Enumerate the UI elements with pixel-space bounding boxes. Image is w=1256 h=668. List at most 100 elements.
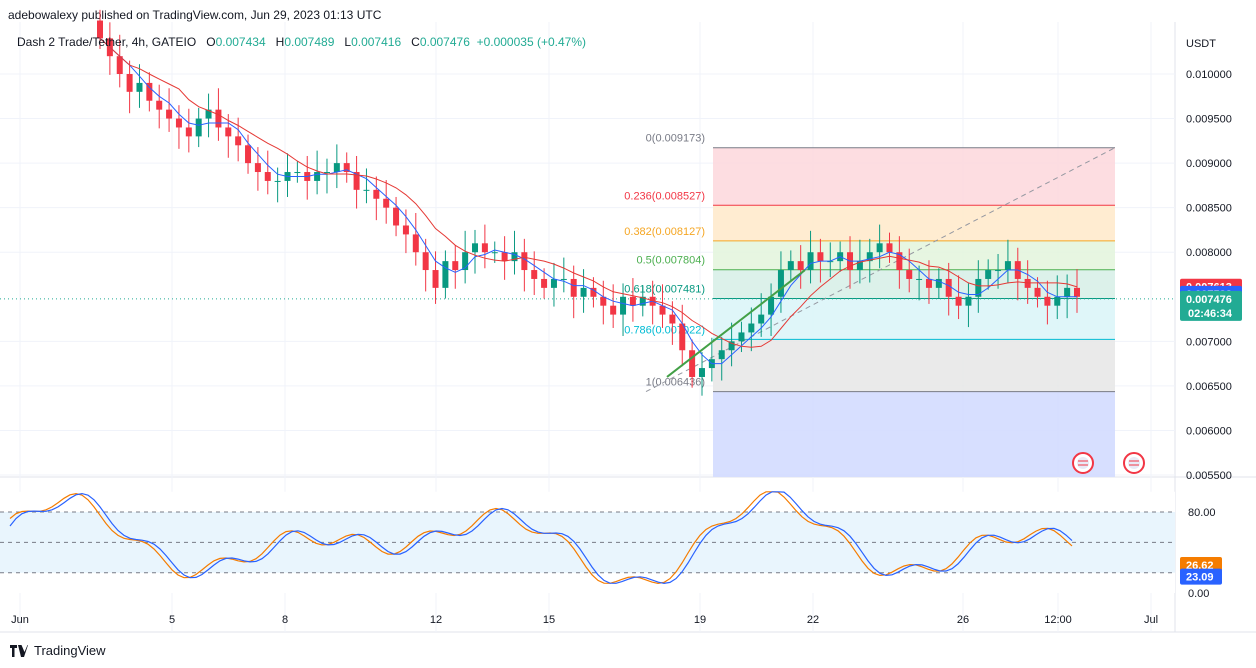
fib-level-label: 0.236(0.008527) (624, 190, 705, 202)
price-tick-label: 0.005500 (1186, 470, 1232, 482)
trend-line (666, 269, 806, 378)
time-tick-label: 12 (430, 614, 442, 626)
candle-body (166, 109, 173, 119)
fib-extension-zone (713, 391, 1115, 477)
candle-body (175, 118, 182, 128)
candle-body (373, 189, 380, 199)
fib-level-label: 0.618(0.007481) (624, 283, 705, 295)
time-tick-label: 15 (543, 614, 555, 626)
candle-body (333, 163, 340, 173)
candle-body (679, 323, 686, 351)
candle-body (452, 261, 459, 271)
time-tick-label: 12:00 (1044, 614, 1072, 626)
candle-body (1004, 261, 1011, 271)
candle-body (639, 296, 646, 306)
time-tick-label: 26 (957, 614, 969, 626)
candle-body (511, 252, 518, 262)
candle-body (807, 252, 814, 271)
price-tick-label: 0.006500 (1186, 381, 1232, 393)
candle-body (610, 305, 617, 315)
fast-ma-line (99, 38, 1077, 365)
high-value: 0.007489 (284, 35, 335, 49)
candle-body (353, 172, 360, 190)
candle-body (995, 270, 1002, 272)
candle-body (254, 163, 261, 173)
candle-body (97, 20, 103, 39)
fib-zone (713, 205, 1115, 241)
price-tag-label: 0.007476 (1186, 294, 1232, 306)
candle-body (1074, 287, 1080, 297)
candle-body (541, 278, 548, 288)
high-label: H (275, 35, 285, 49)
stoch-k-tag (1180, 568, 1222, 585)
candle-body (985, 270, 992, 279)
candle-body (422, 252, 429, 271)
price-tick-label: 0.010000 (1186, 69, 1232, 81)
change-value: +0.000035 (+0.47%) (476, 35, 586, 49)
candle-body (718, 350, 725, 360)
fib-level-label: 0(0.009173) (646, 133, 705, 145)
candle-body (156, 100, 163, 110)
stoch-k-line (9, 491, 1073, 585)
price-tag-box (1180, 290, 1242, 321)
fib-zone (713, 147, 1115, 206)
price-tick-label: 0.006000 (1186, 425, 1232, 437)
close-value: 0.007476 (419, 35, 470, 49)
candle-body (501, 252, 508, 262)
candle-body (472, 243, 479, 253)
candle-body (462, 252, 469, 271)
candle-body (521, 252, 528, 271)
us-flag-event-icon (1123, 452, 1145, 474)
candle-body (274, 180, 281, 182)
candle-body (955, 296, 962, 306)
candle-body (975, 278, 982, 297)
tradingview-logo-icon (10, 644, 28, 657)
brand-name: TradingView (34, 643, 106, 658)
candle-body (570, 278, 577, 297)
symbol-name[interactable]: Dash 2 Trade/Tether, 4h, GATEIO (17, 35, 197, 49)
candle-body (669, 314, 676, 324)
fib-level-label: 1(0.006436) (646, 377, 705, 389)
price-tick-label: 0.009000 (1186, 158, 1232, 170)
symbol-legend: Dash 2 Trade/Tether, 4h, GATEIO O0.00743… (17, 35, 586, 49)
candle-body (531, 270, 538, 279)
candle-body (600, 296, 607, 306)
price-tick-label: 0.007000 (1186, 336, 1232, 348)
oscillator-level-label: 0.00 (1188, 588, 1209, 600)
candle-body (195, 118, 202, 137)
open-value: 0.007434 (215, 35, 266, 49)
candle-body (383, 198, 390, 208)
fib-zone (713, 339, 1115, 392)
candle-body (481, 243, 488, 253)
candle-body (787, 261, 794, 271)
candle-body (965, 296, 972, 306)
candle-body (146, 82, 153, 101)
candle-body (1024, 278, 1031, 288)
candle-body (659, 305, 666, 315)
candle-body (856, 261, 863, 271)
candle-body (1064, 287, 1071, 297)
candle-body (925, 278, 932, 288)
fib-level-label: 0.382(0.008127) (624, 226, 705, 238)
candle-body (886, 243, 893, 253)
candle-body (1044, 296, 1051, 306)
open-label: O (206, 35, 216, 49)
candle-body (432, 270, 439, 288)
countdown-label: 02:46:34 (1188, 308, 1233, 320)
candle-body (728, 341, 735, 351)
candle-body (126, 74, 133, 92)
low-value: 0.007416 (351, 35, 402, 49)
fib-trend-line (645, 147, 1116, 393)
candle-body (935, 278, 942, 288)
candle-body (768, 296, 775, 315)
candle-body (393, 207, 400, 226)
candle-body (402, 225, 409, 235)
candle-body (294, 172, 301, 174)
tradingview-brand[interactable]: TradingView (10, 643, 106, 658)
candle-body (560, 278, 567, 280)
candle-body (235, 136, 242, 146)
candle-body (590, 287, 597, 297)
candle-body (866, 252, 873, 262)
candle-body (412, 234, 419, 253)
